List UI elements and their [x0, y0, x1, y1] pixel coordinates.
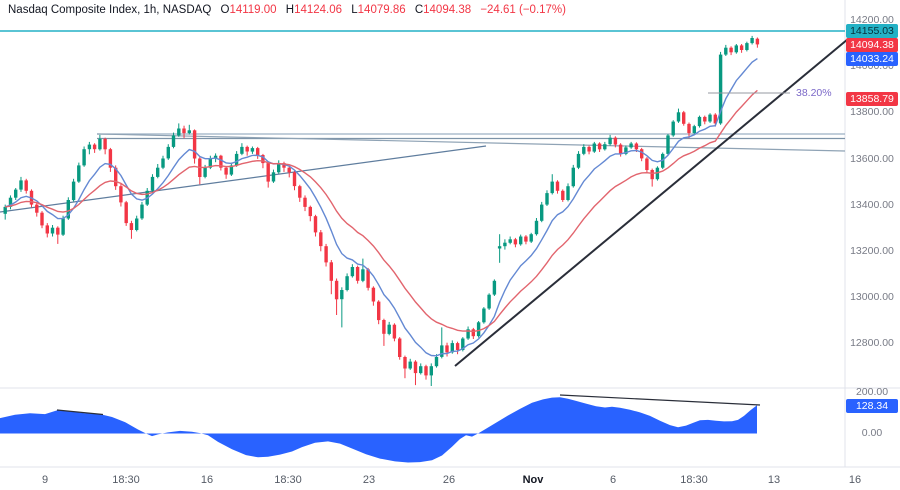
price-axis-label: 12800.00 — [850, 337, 894, 349]
indicator-axis-label: 200.00 — [855, 386, 889, 398]
price-axis-badge: 14033.24 — [846, 52, 898, 66]
main-uptrend-line[interactable] — [454, 38, 849, 367]
drawing-layer-back — [0, 30, 846, 416]
time-axis-label: 18:30 — [112, 474, 140, 486]
price-axis-label: 13800.00 — [850, 106, 894, 118]
time-axis-label: 18:30 — [680, 474, 708, 486]
open-value: 14119.00 — [229, 4, 277, 16]
indicator-trendline-right[interactable] — [559, 394, 761, 406]
low-label: L — [351, 4, 358, 16]
low-value: 14079.86 — [357, 4, 406, 16]
close-label: C — [414, 4, 424, 16]
drawing-layer-front: 38.20% — [454, 38, 849, 367]
time-axis-label: 9 — [41, 474, 49, 486]
price-axis-label: 13400.00 — [850, 199, 894, 211]
price-axis-label: 13000.00 — [850, 291, 894, 303]
time-axis-label: 16 — [200, 474, 214, 486]
ma-fast-line — [4, 58, 758, 357]
symbol-title[interactable]: Nasdaq Composite Index, 1h, NASDAQ — [8, 4, 212, 16]
close-value: 14094.38 — [423, 4, 472, 16]
time-axis-label: Nov — [522, 474, 544, 486]
open-label: O — [220, 4, 230, 16]
time-axis-label: 6 — [609, 474, 617, 486]
fib-level-label: 38.20% — [796, 87, 832, 99]
time-axis-label: 23 — [362, 474, 376, 486]
price-axis-label: 14200.00 — [850, 14, 894, 26]
price-axis-label: 13200.00 — [850, 245, 894, 257]
indicator-trendline-left[interactable] — [56, 409, 104, 416]
symbol-info-bar[interactable]: Nasdaq Composite Index, 1h, NASDAQ O1411… — [8, 4, 566, 16]
price-axis-badge: 14155.03 — [846, 23, 898, 38]
high-value: 14124.06 — [294, 4, 343, 16]
time-axis-label: 16 — [848, 474, 862, 486]
price-axis-label: 13600.00 — [850, 153, 894, 165]
high-label: H — [285, 4, 295, 16]
price-axis-badge: 128.34 — [846, 399, 898, 413]
price-axis-badge: 13858.79 — [846, 92, 898, 106]
time-axis-label: 26 — [442, 474, 456, 486]
candlestick-series — [3, 35, 760, 386]
time-axis-label: 18:30 — [274, 474, 302, 486]
ma-slow-line — [5, 89, 758, 333]
price-axis-badge: 14094.38 — [846, 38, 898, 52]
indicator-area-series — [0, 397, 757, 463]
ascending-trendline[interactable] — [0, 145, 487, 213]
change-value: −24.61 (−0.17%) — [480, 4, 566, 16]
descending-trendline[interactable] — [96, 133, 846, 152]
indicator-axis-label: 0.00 — [861, 427, 883, 439]
time-axis-label: 13 — [767, 474, 781, 486]
